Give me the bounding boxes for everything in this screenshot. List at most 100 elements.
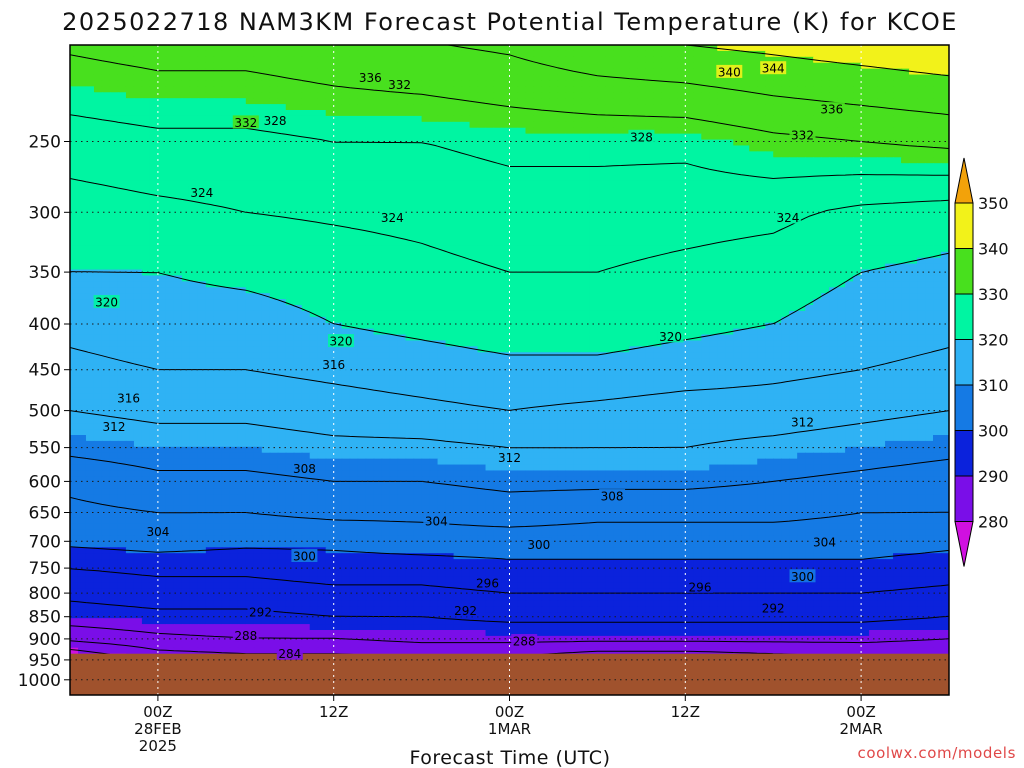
theta-cell xyxy=(285,257,295,265)
theta-cell xyxy=(101,145,111,152)
theta-cell xyxy=(613,281,622,288)
theta-cell xyxy=(397,157,407,164)
theta-cell xyxy=(685,104,694,111)
theta-cell xyxy=(77,198,87,206)
theta-cell xyxy=(165,145,175,152)
theta-cell xyxy=(701,86,710,93)
theta-cell xyxy=(397,192,407,200)
theta-cell xyxy=(493,275,503,282)
theta-cell xyxy=(373,245,383,253)
theta-cell xyxy=(725,192,734,200)
theta-cell xyxy=(941,245,949,253)
theta-cell xyxy=(741,139,750,147)
theta-cell xyxy=(181,110,191,117)
theta-cell xyxy=(597,86,606,93)
theta-cell xyxy=(501,204,511,212)
theta-cell xyxy=(845,216,854,223)
theta-cell xyxy=(341,139,351,147)
theta-cell xyxy=(269,299,279,306)
theta-cell xyxy=(453,305,463,312)
theta-cell xyxy=(581,50,591,58)
theta-cell xyxy=(661,86,670,93)
theta-cell xyxy=(621,198,630,206)
theta-cell xyxy=(781,287,790,294)
theta-cell xyxy=(917,68,926,76)
theta-cell xyxy=(469,86,479,93)
theta-cell xyxy=(877,127,886,135)
theta-cell xyxy=(85,299,95,306)
theta-cell xyxy=(317,222,327,229)
theta-cell xyxy=(397,127,407,135)
theta-cell xyxy=(653,115,662,123)
theta-cell xyxy=(749,56,758,64)
theta-cell xyxy=(549,115,559,123)
theta-cell xyxy=(77,299,87,306)
theta-cell xyxy=(501,305,511,312)
theta-cell xyxy=(461,204,471,212)
theta-cell xyxy=(277,133,287,141)
theta-cell xyxy=(413,186,423,194)
theta-cell xyxy=(437,305,447,312)
theta-cell xyxy=(645,263,654,271)
theta-cell xyxy=(133,68,143,76)
theta-cell xyxy=(645,50,654,58)
theta-cell xyxy=(589,115,598,123)
theta-cell xyxy=(357,245,367,253)
theta-cell xyxy=(181,127,191,135)
theta-cell xyxy=(829,287,838,294)
theta-cell xyxy=(141,281,151,288)
theta-cell xyxy=(77,92,87,99)
theta-cell xyxy=(405,228,415,235)
theta-cell xyxy=(837,198,846,206)
theta-cell xyxy=(277,228,287,235)
theta-cell xyxy=(685,62,694,70)
theta-cell xyxy=(837,240,846,247)
theta-cell xyxy=(517,68,527,76)
theta-cell xyxy=(653,104,662,111)
theta-cell xyxy=(549,74,559,82)
theta-cell xyxy=(613,45,622,52)
theta-cell xyxy=(501,163,511,170)
theta-cell xyxy=(597,305,606,312)
theta-cell xyxy=(749,92,758,99)
theta-cell xyxy=(693,192,702,200)
theta-cell xyxy=(117,68,127,76)
theta-cell xyxy=(365,281,375,288)
theta-cell xyxy=(421,180,431,188)
theta-cell xyxy=(653,257,662,265)
theta-cell xyxy=(461,257,471,265)
theta-cell xyxy=(637,50,646,58)
theta-cell xyxy=(533,139,543,147)
theta-cell xyxy=(917,228,926,235)
theta-cell xyxy=(501,104,511,111)
theta-cell xyxy=(301,139,311,147)
theta-cell xyxy=(189,86,199,93)
theta-cell xyxy=(357,115,367,123)
theta-cell xyxy=(373,228,383,235)
theta-cell xyxy=(381,310,391,318)
theta-cell xyxy=(757,180,766,188)
theta-cell xyxy=(533,281,543,288)
theta-cell xyxy=(261,169,271,176)
theta-cell xyxy=(485,198,495,206)
theta-cell xyxy=(229,104,239,111)
theta-cell xyxy=(341,275,351,282)
theta-cell xyxy=(285,80,295,87)
theta-cell xyxy=(261,157,271,164)
theta-cell xyxy=(197,245,207,253)
theta-cell xyxy=(77,110,87,117)
theta-cell xyxy=(677,74,686,82)
theta-cell xyxy=(797,222,806,229)
theta-cell xyxy=(325,56,335,64)
theta-cell xyxy=(693,216,702,223)
theta-cell xyxy=(917,121,926,129)
theta-cell xyxy=(693,228,702,235)
theta-cell xyxy=(677,169,686,176)
theta-cell xyxy=(189,68,199,76)
theta-cell xyxy=(757,210,766,217)
theta-cell xyxy=(669,80,678,87)
theta-cell xyxy=(861,163,870,170)
theta-cell xyxy=(373,269,383,277)
theta-cell xyxy=(613,204,622,212)
theta-cell xyxy=(773,240,782,247)
